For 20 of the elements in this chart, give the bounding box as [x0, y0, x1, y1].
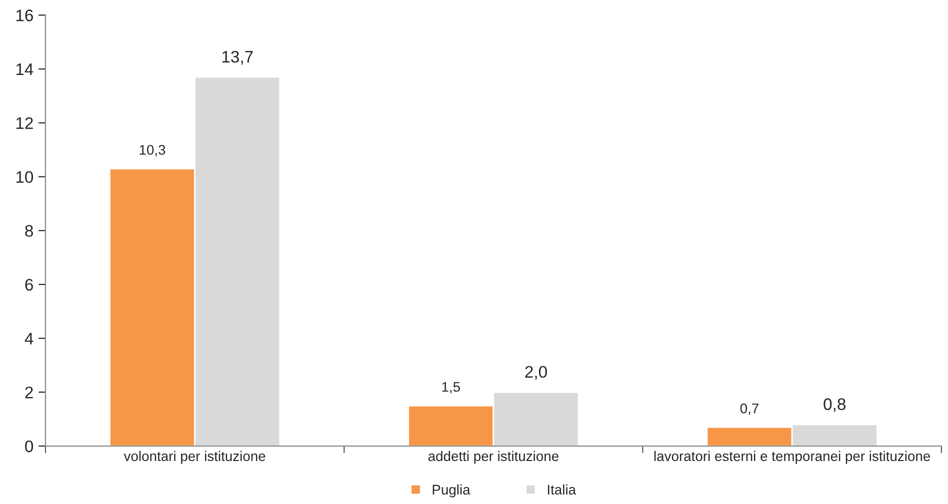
- legend-label: Italia: [548, 484, 576, 495]
- y-tick-label: 16: [16, 10, 33, 22]
- y-tick-label: 0: [25, 440, 34, 452]
- y-tick-label: 6: [25, 278, 33, 291]
- y-tick-label: 12: [16, 117, 33, 129]
- data-label: 0,8: [824, 398, 846, 412]
- data-label: 2,0: [525, 366, 547, 380]
- data-label: 0,7: [740, 403, 758, 415]
- data-label: 13,7: [222, 50, 253, 65]
- x-tick-label: addetti per istituzione: [428, 450, 558, 464]
- data-label: 1,5: [442, 382, 460, 394]
- y-tick-label: 2: [25, 386, 33, 398]
- data-label: 10,3: [140, 144, 166, 156]
- y-tick-label: 4: [24, 332, 34, 344]
- x-tick-label: volontari per istituzione: [124, 450, 266, 464]
- y-tick-label: 8: [25, 224, 33, 237]
- y-tick-label: 14: [16, 64, 34, 76]
- legend-label: Puglia: [432, 484, 470, 498]
- y-tick-label: 10: [16, 171, 34, 183]
- x-tick-label: lavoratori esterni e temporanei per istituzione: [654, 450, 930, 464]
